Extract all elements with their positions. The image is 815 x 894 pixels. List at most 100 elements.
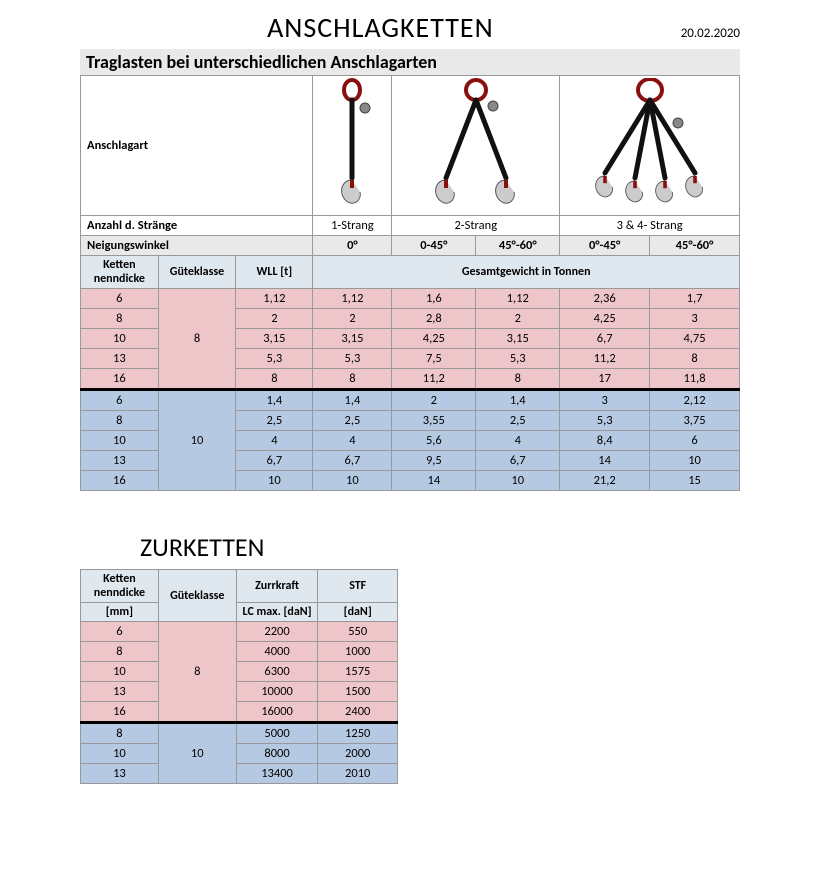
gueteklasse-cell: 10 xyxy=(158,723,236,784)
col-wll: WLL [t] xyxy=(236,256,313,289)
table-cell: 8 xyxy=(81,642,159,662)
table-cell: 6 xyxy=(650,431,740,451)
table-cell: 16 xyxy=(81,471,159,491)
table-cell: 5,3 xyxy=(236,349,313,369)
col2-lcmax: LC max. [daN] xyxy=(236,603,318,622)
chain-image-2 xyxy=(392,76,560,216)
table-cell: 14 xyxy=(392,471,476,491)
table-cell: 13 xyxy=(81,682,159,702)
winkel-2: 45°-60° xyxy=(476,236,560,256)
table-cell: 1,12 xyxy=(236,289,313,309)
table-cell: 10 xyxy=(236,471,313,491)
strang-1: 1-Strang xyxy=(313,216,392,236)
table-cell: 3,15 xyxy=(236,329,313,349)
table-cell: 6,7 xyxy=(236,451,313,471)
table-cell: 8 xyxy=(313,369,392,390)
table-cell: 2 xyxy=(313,309,392,329)
table-cell: 6 xyxy=(81,622,159,642)
table-cell: 3,55 xyxy=(392,411,476,431)
table-cell: 5,3 xyxy=(476,349,560,369)
table-cell: 8 xyxy=(476,369,560,390)
table-cell: 16000 xyxy=(236,702,318,723)
col2-stf: STF xyxy=(318,570,398,603)
winkel-3: 0°-45° xyxy=(560,236,650,256)
table-cell: 3 xyxy=(650,309,740,329)
table-cell: 10 xyxy=(81,662,159,682)
table-cell: 1000 xyxy=(318,642,398,662)
winkel-0: 0° xyxy=(313,236,392,256)
table-cell: 2,12 xyxy=(650,390,740,411)
table-cell: 13 xyxy=(81,349,159,369)
table-cell: 10 xyxy=(81,744,159,764)
table-cell: 2,8 xyxy=(392,309,476,329)
table-cell: 4 xyxy=(236,431,313,451)
table-cell: 6,7 xyxy=(476,451,560,471)
table-cell: 4,25 xyxy=(392,329,476,349)
table-cell: 10000 xyxy=(236,682,318,702)
section2-title: ZURKETTEN xyxy=(140,531,398,563)
table-cell: 8000 xyxy=(236,744,318,764)
table-cell: 5,3 xyxy=(313,349,392,369)
table-cell: 1,4 xyxy=(313,390,392,411)
strang-3: 3 & 4- Strang xyxy=(560,216,740,236)
table-cell: 550 xyxy=(318,622,398,642)
table-cell: 1,4 xyxy=(236,390,313,411)
table-cell: 4000 xyxy=(236,642,318,662)
table-cell: 11,2 xyxy=(560,349,650,369)
table-cell: 1,7 xyxy=(650,289,740,309)
table-cell: 10 xyxy=(476,471,560,491)
table-cell: 2400 xyxy=(318,702,398,723)
table-cell: 8 xyxy=(81,411,159,431)
table-cell: 15 xyxy=(650,471,740,491)
winkel-4: 45°-60° xyxy=(650,236,740,256)
table-cell: 11,8 xyxy=(650,369,740,390)
lashing-table: Ketten nenndicke Güteklasse Zurrkraft ST… xyxy=(80,569,398,784)
table-cell: 3,15 xyxy=(476,329,560,349)
col2-guete: Güteklasse xyxy=(158,570,236,622)
table-cell: 3,15 xyxy=(313,329,392,349)
table-cell: 8 xyxy=(650,349,740,369)
table-cell: 14 xyxy=(560,451,650,471)
table-cell: 1,12 xyxy=(476,289,560,309)
table-cell: 2 xyxy=(236,309,313,329)
table-cell: 6,7 xyxy=(560,329,650,349)
col2-mm: [mm] xyxy=(81,603,159,622)
table-cell: 2000 xyxy=(318,744,398,764)
col2-dan: [daN] xyxy=(318,603,398,622)
winkel-1: 0-45° xyxy=(392,236,476,256)
table-cell: 2010 xyxy=(318,764,398,784)
gueteklasse-cell: 10 xyxy=(158,390,236,491)
table-cell: 10 xyxy=(650,451,740,471)
table-cell: 17 xyxy=(560,369,650,390)
strang-2: 2-Strang xyxy=(392,216,560,236)
col2-zurr: Zurrkraft xyxy=(236,570,318,603)
table-cell: 6 xyxy=(81,390,159,411)
col-gesamt: Gesamtgewicht in Tonnen xyxy=(313,256,740,289)
table-cell: 16 xyxy=(81,369,159,390)
table-cell: 1575 xyxy=(318,662,398,682)
table-cell: 5,3 xyxy=(560,411,650,431)
table-cell: 5000 xyxy=(236,723,318,744)
gueteklasse-cell: 8 xyxy=(158,622,236,723)
table-cell: 4,25 xyxy=(560,309,650,329)
document-date: 20.02.2020 xyxy=(681,26,740,41)
table-cell: 13 xyxy=(81,764,159,784)
label-anzahl: Anzahl d. Stränge xyxy=(81,216,313,236)
table-cell: 16 xyxy=(81,702,159,723)
table-cell: 11,2 xyxy=(392,369,476,390)
col-guete: Güteklasse xyxy=(158,256,236,289)
table-cell: 2,5 xyxy=(236,411,313,431)
table-cell: 10 xyxy=(313,471,392,491)
table-cell: 1500 xyxy=(318,682,398,702)
table-cell: 5,6 xyxy=(392,431,476,451)
table-cell: 1,6 xyxy=(392,289,476,309)
table-cell: 10 xyxy=(81,329,159,349)
table-cell: 13400 xyxy=(236,764,318,784)
table-cell: 4,75 xyxy=(650,329,740,349)
table-cell: 6 xyxy=(81,289,159,309)
main-title: ANSCHLAGKETTEN xyxy=(80,10,681,45)
table-cell: 9,5 xyxy=(392,451,476,471)
table-cell: 2,36 xyxy=(560,289,650,309)
table-cell: 6300 xyxy=(236,662,318,682)
chain-image-1 xyxy=(313,76,392,216)
